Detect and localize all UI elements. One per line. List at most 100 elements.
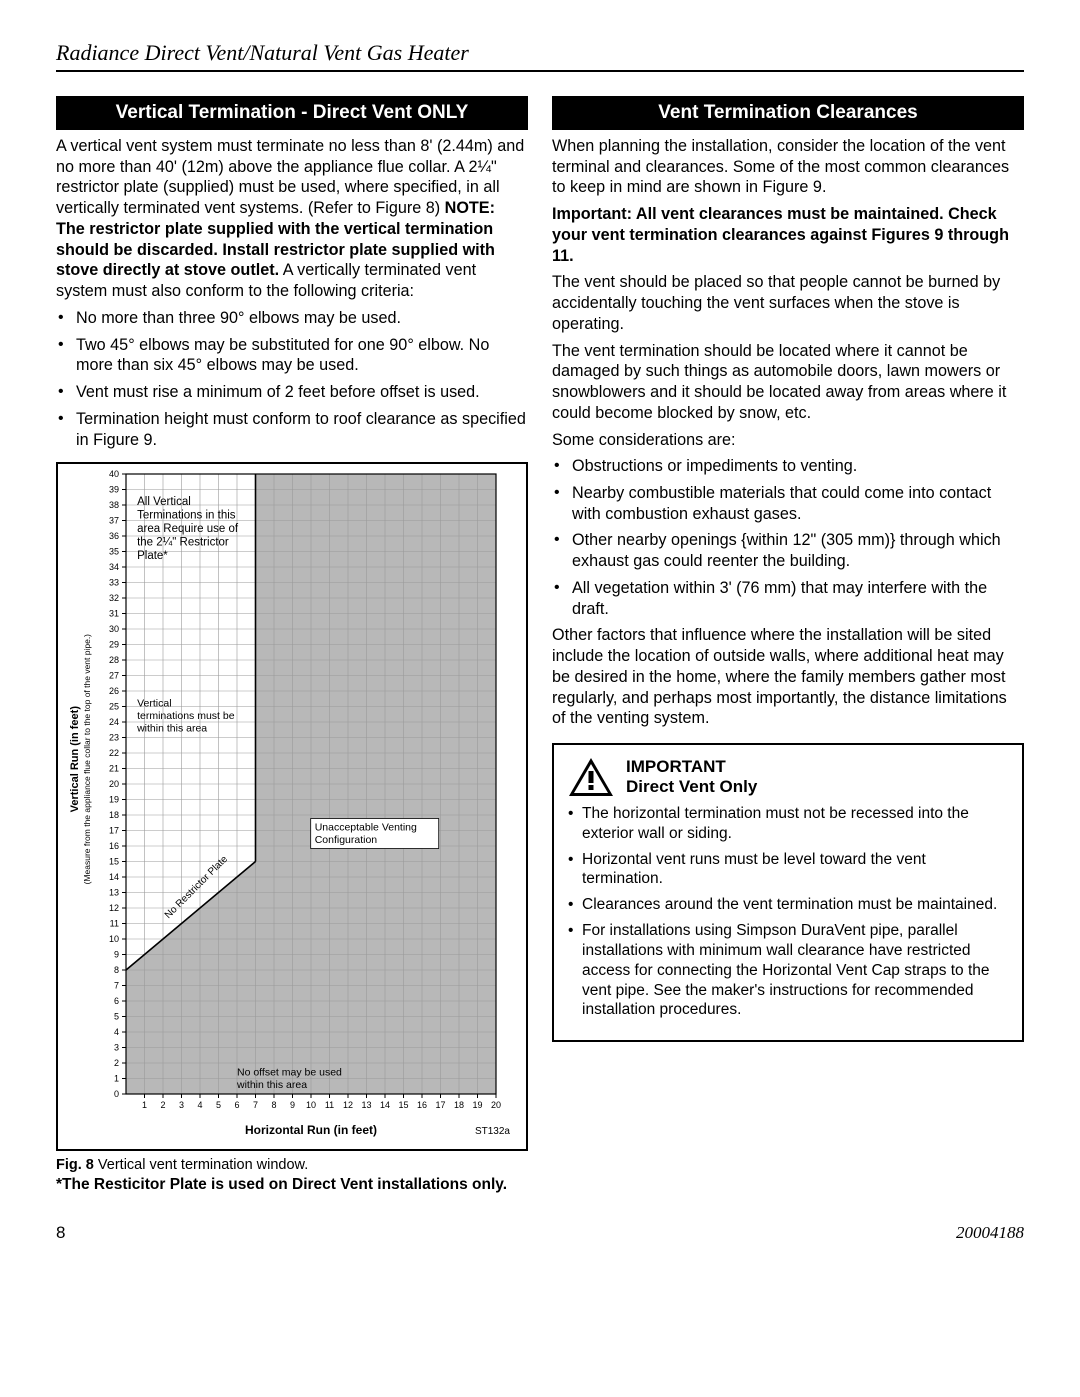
svg-text:25: 25	[109, 702, 119, 712]
left-para-1: A vertical vent system must terminate no…	[56, 136, 528, 302]
svg-text:29: 29	[109, 640, 119, 650]
list-item: Vent must rise a minimum of 2 feet befor…	[76, 382, 528, 403]
figure-caption-text: Vertical vent termination window.	[94, 1157, 308, 1173]
right-para-2: Important: All vent clearances must be m…	[552, 204, 1024, 266]
right-section-header: Vent Termination Clearances	[552, 96, 1024, 130]
svg-text:40: 40	[109, 469, 119, 479]
svg-text:(Measure from the appliance fl: (Measure from the appliance flue collar …	[82, 634, 92, 885]
svg-text:13: 13	[109, 888, 119, 898]
figure-number: Fig. 8	[56, 1157, 94, 1173]
svg-text:39: 39	[109, 485, 119, 495]
figure-note: *The Resticitor Plate is used on Direct …	[56, 1175, 528, 1194]
page-header: Radiance Direct Vent/Natural Vent Gas He…	[56, 40, 1024, 72]
svg-text:5: 5	[216, 1100, 221, 1110]
svg-text:9: 9	[290, 1100, 295, 1110]
svg-text:30: 30	[109, 624, 119, 634]
right-para-4: The vent termination should be located w…	[552, 341, 1024, 424]
list-item: Nearby combustible materials that could …	[572, 483, 1024, 524]
svg-text:21: 21	[109, 764, 119, 774]
list-item: Horizontal vent runs must be level towar…	[582, 850, 1008, 890]
right-para-6: Other factors that influence where the i…	[552, 625, 1024, 729]
svg-text:within this area: within this area	[236, 1079, 307, 1091]
warning-icon	[568, 757, 614, 797]
svg-text:1: 1	[142, 1100, 147, 1110]
svg-text:0: 0	[114, 1089, 119, 1099]
svg-text:16: 16	[109, 841, 119, 851]
svg-text:3: 3	[114, 1043, 119, 1053]
svg-text:ST132a: ST132a	[475, 1126, 510, 1137]
svg-text:14: 14	[109, 872, 119, 882]
important-header-row: IMPORTANT Direct Vent Only	[568, 757, 1008, 798]
svg-text:Terminations in this: Terminations in this	[137, 510, 236, 522]
svg-text:8: 8	[271, 1100, 276, 1110]
svg-text:4: 4	[114, 1027, 119, 1037]
svg-text:9: 9	[114, 950, 119, 960]
svg-text:Plate*: Plate*	[137, 550, 168, 562]
svg-text:20: 20	[109, 779, 119, 789]
svg-text:11: 11	[325, 1100, 334, 1110]
page-number: 8	[56, 1223, 65, 1243]
svg-text:12: 12	[343, 1100, 353, 1110]
svg-text:13: 13	[361, 1100, 371, 1110]
svg-text:22: 22	[109, 748, 119, 758]
svg-text:Vertical Run (in feet): Vertical Run (in feet)	[69, 706, 81, 813]
svg-text:37: 37	[109, 516, 119, 526]
vent-chart-svg: 1234567891011121314151617181920012345678…	[58, 464, 518, 1144]
svg-text:16: 16	[417, 1100, 427, 1110]
svg-text:Horizontal Run (in feet): Horizontal Run (in feet)	[245, 1123, 377, 1137]
right-para-1: When planning the installation, consider…	[552, 136, 1024, 198]
svg-text:Unacceptable Venting: Unacceptable Venting	[315, 822, 417, 834]
svg-text:19: 19	[109, 795, 119, 805]
svg-text:15: 15	[398, 1100, 408, 1110]
svg-text:36: 36	[109, 531, 119, 541]
important-title-1: IMPORTANT	[626, 757, 757, 777]
svg-text:28: 28	[109, 655, 119, 665]
svg-text:34: 34	[109, 562, 119, 572]
right-column: Vent Termination Clearances When plannin…	[552, 96, 1024, 1195]
list-item: Clearances around the vent termination m…	[582, 895, 1008, 915]
svg-text:31: 31	[109, 609, 119, 619]
list-item: Other nearby openings {within 12" (305 m…	[572, 530, 1024, 571]
svg-text:17: 17	[109, 826, 119, 836]
svg-text:18: 18	[454, 1100, 464, 1110]
document-number: 20004188	[956, 1223, 1024, 1243]
vent-chart: 1234567891011121314151617181920012345678…	[56, 462, 528, 1151]
list-item: Obstructions or impediments to venting.	[572, 456, 1024, 477]
svg-text:7: 7	[114, 981, 119, 991]
important-title: IMPORTANT Direct Vent Only	[626, 757, 757, 798]
important-bullet-list: The horizontal termination must not be r…	[568, 804, 1008, 1020]
list-item: For installations using Simpson DuraVent…	[582, 921, 1008, 1020]
list-item: Two 45° elbows may be substituted for on…	[76, 335, 528, 376]
svg-text:the 2¼" Restrictor: the 2¼" Restrictor	[137, 537, 229, 549]
svg-text:20: 20	[491, 1100, 501, 1110]
svg-text:6: 6	[114, 996, 119, 1006]
svg-text:11: 11	[110, 919, 119, 929]
svg-text:24: 24	[109, 717, 119, 727]
svg-text:within this area: within this area	[136, 723, 207, 735]
svg-text:6: 6	[234, 1100, 239, 1110]
figure-caption: Fig. 8 Vertical vent termination window.	[56, 1157, 528, 1173]
svg-text:33: 33	[109, 578, 119, 588]
svg-text:19: 19	[472, 1100, 482, 1110]
important-box: IMPORTANT Direct Vent Only The horizonta…	[552, 743, 1024, 1042]
svg-text:8: 8	[114, 965, 119, 975]
svg-text:32: 32	[109, 593, 119, 603]
svg-text:3: 3	[179, 1100, 184, 1110]
two-column-layout: Vertical Termination - Direct Vent ONLY …	[56, 96, 1024, 1195]
svg-text:26: 26	[109, 686, 119, 696]
list-item: All vegetation within 3' (76 mm) that ma…	[572, 578, 1024, 619]
svg-text:7: 7	[253, 1100, 258, 1110]
svg-text:terminations must be: terminations must be	[137, 710, 235, 722]
svg-text:No offset may be used: No offset may be used	[237, 1067, 342, 1079]
svg-text:Vertical: Vertical	[137, 698, 171, 710]
list-item: The horizontal termination must not be r…	[582, 804, 1008, 844]
right-para-5: Some considerations are:	[552, 430, 1024, 451]
svg-text:35: 35	[109, 547, 119, 557]
svg-text:38: 38	[109, 500, 119, 510]
svg-text:All Vertical: All Vertical	[137, 496, 191, 508]
left-column: Vertical Termination - Direct Vent ONLY …	[56, 96, 528, 1195]
svg-text:5: 5	[114, 1012, 119, 1022]
left-section-header: Vertical Termination - Direct Vent ONLY	[56, 96, 528, 130]
right-para-3: The vent should be placed so that people…	[552, 272, 1024, 334]
svg-text:23: 23	[109, 733, 119, 743]
